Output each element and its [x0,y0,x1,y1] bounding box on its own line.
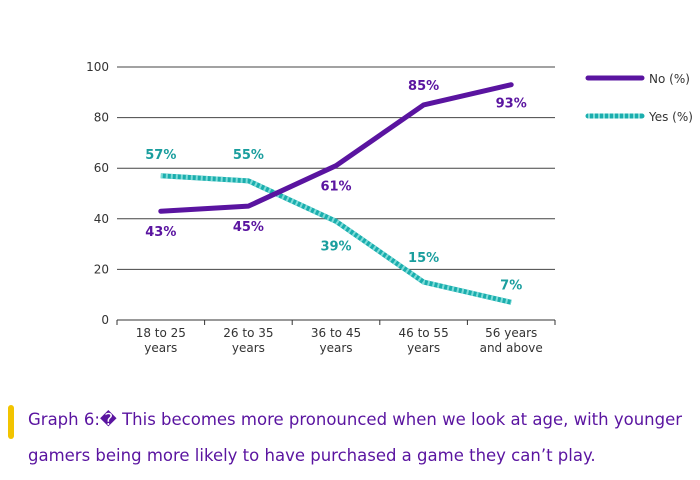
line-chart: 0 20 40 60 80 100 18 to 25 years 26 to 35 years 3… [86,60,693,355]
data-label-yes: 57% [145,148,176,163]
data-labels: 43% 45% 61% 85% 93% 57% 55% 39% 15% 7% [145,79,527,293]
data-label-yes: 55% [233,148,264,163]
y-axis-ticks: 0 20 40 60 80 100 [86,60,109,327]
x-axis: 18 to 25 years 26 to 35 years 36 to 45 years 4… [116,320,556,355]
series-line-yes-texture [160,173,512,305]
x-tick-label: 18 to 25 years [136,326,186,355]
x-tick-label: 36 to 45 years [311,326,361,355]
y-tick-label: 40 [94,212,109,226]
data-label-no: 93% [496,97,527,112]
caption-text: Graph 6:� This becomes more pronounced w… [28,410,683,465]
x-tick-label: 46 to 55 years [398,326,448,355]
legend-label: Yes (%) [648,110,693,124]
series-lines [158,82,514,305]
legend-label: No (%) [649,72,690,86]
y-tick-label: 80 [94,111,109,125]
caption-accent-bar [8,405,14,439]
y-tick-label: 100 [86,60,109,74]
y-tick-label: 60 [94,161,109,175]
series-line-no [158,82,514,214]
legend: No (%) Yes (%) [585,72,693,124]
y-tick-label: 20 [94,262,109,276]
data-label-yes: 7% [500,278,522,293]
data-label-yes: 15% [408,251,439,266]
x-tick-label: 26 to 35 years [223,326,273,355]
y-tick-label: 0 [101,313,109,327]
data-label-no: 61% [320,180,351,195]
figure-caption: Graph 6:� This becomes more pronounced w… [8,402,692,472]
x-tick-label: 56 years and above [480,326,543,355]
data-label-no: 85% [408,79,439,94]
data-label-no: 45% [233,220,264,235]
data-label-yes: 39% [320,239,351,254]
data-label-no: 43% [145,225,176,240]
